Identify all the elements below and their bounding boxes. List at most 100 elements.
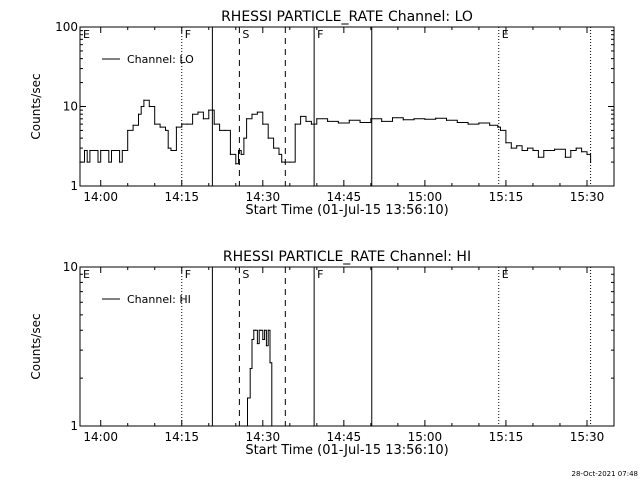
marker-label: F — [185, 28, 191, 41]
data-point — [154, 123, 156, 125]
data-point — [370, 118, 372, 120]
data-point — [108, 161, 110, 163]
x-axis-label: Start Time (01-Jul-15 13:56:10) — [245, 443, 448, 458]
data-point — [278, 153, 280, 155]
data-point — [348, 119, 350, 121]
data-point — [327, 120, 329, 122]
data-point — [240, 153, 242, 155]
marker-label: E — [83, 268, 90, 281]
data-point — [575, 147, 577, 149]
x-tick-label: 14:15 — [164, 190, 199, 204]
x-tick-label: 15:30 — [570, 430, 605, 444]
data-point — [521, 149, 523, 152]
x-tick-label: 15:00 — [408, 190, 443, 204]
data-point — [271, 425, 273, 427]
x-tick-label: 15:15 — [489, 190, 524, 204]
data-point — [589, 161, 592, 163]
data-point — [260, 329, 262, 331]
x-tick-label: 14:00 — [83, 190, 118, 204]
marker-label: S — [242, 268, 249, 281]
data-point — [137, 113, 140, 115]
x-tick-label: 14:30 — [246, 430, 281, 444]
data-point — [159, 126, 161, 128]
y-tick-label: 1 — [70, 179, 78, 193]
marker-label: E — [83, 28, 90, 41]
marker-label: F — [185, 268, 191, 281]
data-point — [381, 120, 383, 122]
y-tick-label: 100 — [55, 20, 78, 34]
legend-entry: Channel: LO — [127, 53, 194, 66]
data-point — [553, 148, 556, 150]
data-point — [89, 149, 91, 152]
data-point — [256, 111, 258, 113]
marker-label: S — [242, 28, 249, 41]
data-point — [516, 145, 518, 147]
data-point — [497, 126, 499, 128]
data-point — [251, 338, 253, 341]
marker-label: F — [317, 268, 323, 281]
data-point — [213, 123, 215, 125]
lo-channel-panel: RHESSI PARTICLE_RATE Channel: LO 14:00 14:… — [29, 9, 615, 218]
data-point — [254, 329, 257, 331]
data-point — [116, 149, 118, 152]
x-axis-label: Start Time (01-Jul-15 13:56:10) — [245, 203, 448, 218]
series-line-0 — [80, 99, 592, 165]
marker-label: E — [502, 28, 509, 41]
data-point — [543, 149, 545, 152]
data-point — [140, 105, 142, 108]
data-point — [478, 122, 480, 124]
data-point — [224, 129, 226, 132]
legend-entry: Channel: HI — [127, 293, 191, 306]
data-point — [170, 149, 172, 152]
data-point — [186, 123, 188, 125]
x-tick-label: 14:30 — [246, 190, 281, 204]
data-point — [402, 119, 404, 121]
data-point — [281, 161, 283, 163]
y-axis-label: Counts/sec — [29, 73, 43, 139]
data-point — [424, 118, 426, 120]
data-point — [148, 105, 150, 108]
data-point — [510, 147, 512, 149]
data-point — [119, 161, 121, 163]
data-point — [467, 123, 469, 125]
y-tick-label: 10 — [63, 260, 78, 274]
data-point — [197, 111, 199, 113]
data-point — [246, 397, 249, 399]
data-point — [208, 109, 210, 111]
x-tick-label: 15:30 — [570, 190, 605, 204]
y-tick-label: 10 — [63, 100, 78, 114]
data-point — [316, 118, 318, 120]
data-point — [100, 149, 102, 152]
data-point — [294, 123, 296, 125]
data-point — [181, 123, 183, 125]
data-point — [86, 161, 88, 163]
data-point — [413, 118, 415, 120]
x-tick-label: 14:15 — [164, 430, 199, 444]
data-point — [244, 425, 246, 427]
data-point — [505, 142, 507, 144]
data-point — [127, 129, 129, 132]
data-point — [94, 149, 96, 152]
y-tick-label: 1 — [70, 419, 78, 433]
data-point — [445, 119, 448, 121]
chart-title: RHESSI PARTICLE_RATE Channel: LO — [221, 9, 473, 25]
data-point — [121, 149, 123, 152]
data-point — [175, 126, 177, 128]
data-point — [83, 149, 86, 152]
data-point — [564, 156, 566, 158]
data-point — [110, 149, 113, 152]
data-point — [262, 123, 264, 125]
data-point — [337, 122, 340, 124]
data-point — [269, 362, 271, 364]
marker-label: E — [502, 268, 509, 281]
data-point — [489, 124, 491, 126]
x-tick-label: 14:45 — [327, 190, 362, 204]
data-point — [264, 329, 266, 331]
data-point — [435, 117, 437, 119]
data-point — [310, 123, 313, 125]
data-point — [532, 149, 534, 152]
data-point — [191, 113, 194, 115]
data-point — [570, 149, 572, 152]
data-point — [253, 329, 255, 331]
data-point — [235, 163, 237, 165]
